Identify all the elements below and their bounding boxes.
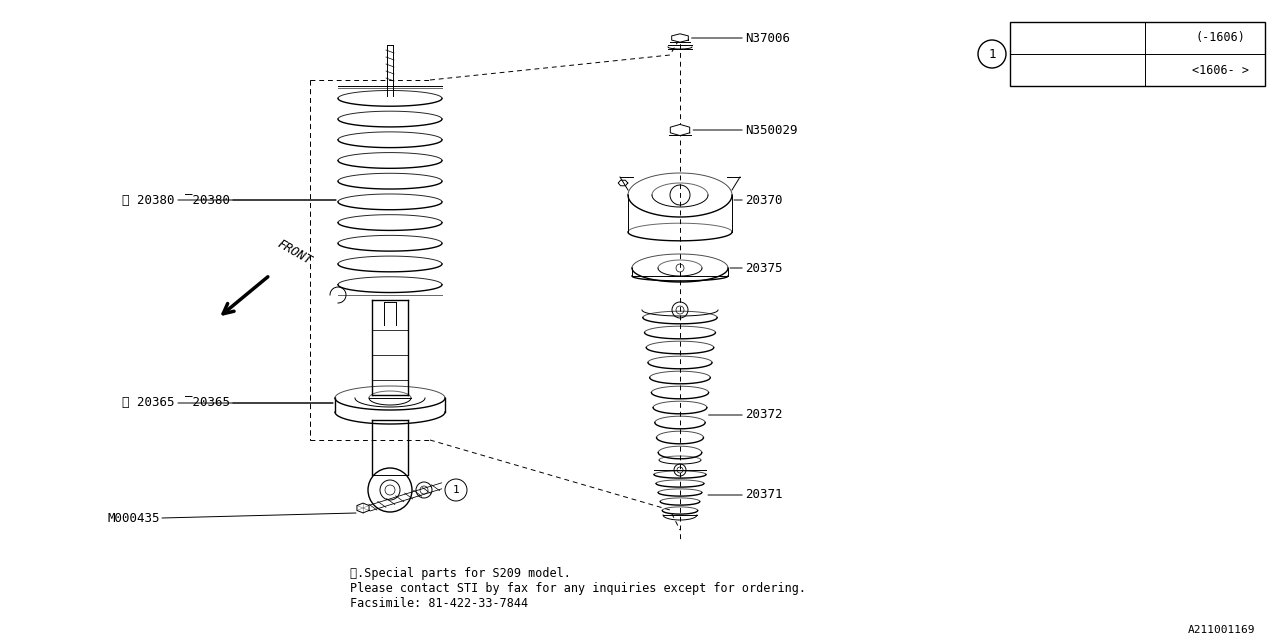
Text: ※ 20365: ※ 20365: [123, 397, 175, 410]
Bar: [1010, 22, 1265, 86]
Text: ※ 20380: ※ 20380: [123, 193, 175, 207]
Text: M000435: M000435: [108, 511, 160, 525]
Text: N350029: N350029: [694, 124, 797, 136]
Polygon shape: [672, 34, 689, 42]
Text: (-1606): (-1606): [1196, 31, 1245, 45]
Text: ※.Special parts for S209 model.: ※.Special parts for S209 model.: [349, 567, 571, 580]
Text: 20372: 20372: [709, 408, 782, 422]
Polygon shape: [357, 503, 369, 513]
Text: 1: 1: [988, 47, 996, 61]
Text: N37006: N37006: [691, 31, 790, 45]
Text: 20375: 20375: [730, 262, 782, 275]
Text: Please contact STI by fax for any inquiries except for ordering.: Please contact STI by fax for any inquir…: [349, 582, 806, 595]
Text: 1: 1: [453, 485, 460, 495]
Text: ‾20380: ‾20380: [186, 193, 335, 207]
Text: ‾20365: ‾20365: [186, 397, 333, 410]
Text: 20371: 20371: [708, 488, 782, 502]
Text: FRONT: FRONT: [275, 237, 314, 267]
Polygon shape: [671, 124, 690, 136]
Text: Facsimile: 81-422-33-7844: Facsimile: 81-422-33-7844: [349, 597, 529, 610]
Text: <1606- >: <1606- >: [1192, 63, 1248, 77]
Text: A211001169: A211001169: [1188, 625, 1254, 635]
Text: 20370: 20370: [733, 193, 782, 207]
